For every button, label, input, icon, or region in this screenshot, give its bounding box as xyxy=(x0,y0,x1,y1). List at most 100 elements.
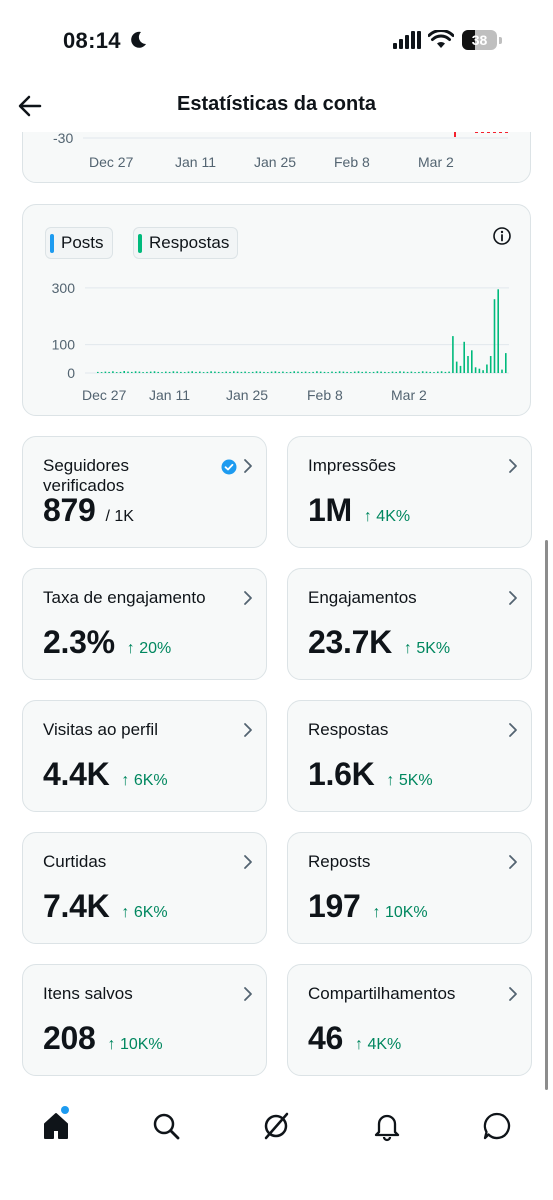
stat-value-row: 2.3% ↑ 20% xyxy=(43,624,171,661)
y-tick-label: 0 xyxy=(67,365,75,381)
stat-title: Respostas xyxy=(308,720,389,739)
chart-bar xyxy=(335,371,337,373)
chart-bar xyxy=(414,372,416,373)
messages-icon[interactable] xyxy=(481,1110,513,1142)
chart-bar xyxy=(180,371,182,373)
stat-change: ↑ 6K% xyxy=(121,772,168,789)
chart-bar xyxy=(346,371,348,373)
chart-bar xyxy=(142,372,144,373)
chart-bar xyxy=(304,371,307,373)
stat-title: Itens salvos xyxy=(43,984,133,1003)
chart-bar xyxy=(319,371,322,373)
chart-bar xyxy=(233,371,235,373)
chart-bar xyxy=(214,371,216,373)
chart-bar xyxy=(259,371,261,373)
chart-bar xyxy=(338,371,341,373)
stat-value: 4.4K xyxy=(43,756,110,792)
y-tick-label: -30 xyxy=(53,130,73,146)
scrollbar[interactable] xyxy=(545,540,548,1090)
chart-bar xyxy=(391,371,394,373)
stat-value-row: 197 ↑ 10K% xyxy=(308,888,428,925)
stat-value-row: 1M ↑ 4K% xyxy=(308,492,410,529)
stat-value: 23.7K xyxy=(308,624,392,660)
notifications-icon[interactable] xyxy=(371,1110,403,1142)
chart-bar xyxy=(448,371,450,373)
chart-bar xyxy=(501,369,503,373)
chart-bar xyxy=(353,371,356,373)
chevron-right-icon xyxy=(507,590,519,606)
stat-change: ↑ 4K% xyxy=(355,1036,402,1053)
stat-tile-impressions[interactable]: Impressões 1M ↑ 4K% xyxy=(287,436,532,548)
stat-value-row: 4.4K ↑ 6K% xyxy=(43,756,168,793)
x-tick-label: Feb 8 xyxy=(307,387,343,403)
back-arrow-icon[interactable] xyxy=(14,90,46,122)
chevron-right-icon xyxy=(242,986,254,1002)
stat-tile-verified-followers[interactable]: Seguidores verificados 879 / 1K xyxy=(22,436,267,548)
chart-bar xyxy=(463,341,465,373)
chart-bar xyxy=(97,371,99,373)
x-tick-label: Dec 27 xyxy=(82,387,127,403)
stat-tile-bookmarks[interactable]: Itens salvos 208 ↑ 10K% xyxy=(22,964,267,1076)
chart-bar xyxy=(244,371,246,373)
chart-bar xyxy=(119,371,122,373)
chart-bar xyxy=(236,371,239,373)
chart-bar xyxy=(467,356,469,373)
posts-replies-chart-card: Posts Respostas 0 100 300 Dec 27 Jan 11 Jan 2… xyxy=(22,204,531,416)
chart-bar xyxy=(403,371,405,373)
chart-bar xyxy=(112,371,114,373)
chart-bar xyxy=(471,350,473,373)
chart-bar xyxy=(206,371,209,373)
stat-tile-profile-visits[interactable]: Visitas ao perfil 4.4K ↑ 6K% xyxy=(22,700,267,812)
stat-tile-engagement-rate[interactable]: Taxa de engajamento 2.3% ↑ 20% xyxy=(22,568,267,680)
stat-title: Curtidas xyxy=(43,852,107,871)
chart-bar xyxy=(278,371,280,373)
stat-value: 1.6K xyxy=(308,756,375,792)
chart-bar xyxy=(187,371,190,373)
chart-bar xyxy=(308,372,311,373)
chart-bar xyxy=(497,289,499,373)
chart-bar xyxy=(127,371,129,373)
stat-title: Seguidores verificados xyxy=(43,456,130,495)
stat-change: ↑ 10K% xyxy=(107,1036,163,1053)
stat-tile-shares[interactable]: Compartilhamentos 46 ↑ 4K% xyxy=(287,964,532,1076)
stat-title: Impressões xyxy=(308,456,396,475)
stat-value: 46 xyxy=(308,1020,343,1056)
chart-bar xyxy=(168,371,171,373)
stat-tile-engagements[interactable]: Engajamentos 23.7K ↑ 5K% xyxy=(287,568,532,680)
legend-respostas[interactable]: Respostas xyxy=(133,227,239,259)
info-icon[interactable] xyxy=(492,226,512,246)
stat-change: ↑ 5K% xyxy=(403,640,451,657)
chart-bar xyxy=(357,371,360,373)
chart-bar xyxy=(172,371,175,373)
stat-tile-replies[interactable]: Respostas 1.6K ↑ 5K% xyxy=(287,700,532,812)
legend-posts[interactable]: Posts xyxy=(45,227,113,259)
chart-bar xyxy=(399,371,401,373)
stat-tile-reposts[interactable]: Reposts 197 ↑ 10K% xyxy=(287,832,532,944)
header: Estatísticas da conta xyxy=(0,80,553,132)
chart-bar xyxy=(312,371,314,373)
stat-goal: / 1K xyxy=(105,508,134,525)
chart-bar xyxy=(376,371,379,373)
chart-bar xyxy=(229,371,231,373)
legend-swatch xyxy=(138,234,142,253)
chart-bar xyxy=(452,336,454,373)
chart-bar xyxy=(289,371,292,373)
stat-title: Visitas ao perfil xyxy=(43,720,158,739)
stat-value: 2.3% xyxy=(43,624,115,660)
legend-swatch xyxy=(50,234,54,253)
stat-tile-likes[interactable]: Curtidas 7.4K ↑ 6K% xyxy=(22,832,267,944)
chart-bar xyxy=(267,372,269,373)
home-icon[interactable] xyxy=(40,1110,72,1142)
legend-label: Posts xyxy=(61,233,104,252)
chart-bar xyxy=(263,371,265,373)
x-tick-label: Mar 2 xyxy=(418,154,454,170)
stat-change: ↑ 10K% xyxy=(372,904,428,921)
stat-value-row: 1.6K ↑ 5K% xyxy=(308,756,433,793)
chart-bar xyxy=(421,371,424,373)
chart-bar xyxy=(440,371,443,373)
chart-bar xyxy=(429,371,431,373)
grok-icon[interactable] xyxy=(260,1110,292,1142)
chart-bar xyxy=(361,371,363,373)
search-icon[interactable] xyxy=(150,1110,182,1142)
chart-bar xyxy=(437,371,439,373)
